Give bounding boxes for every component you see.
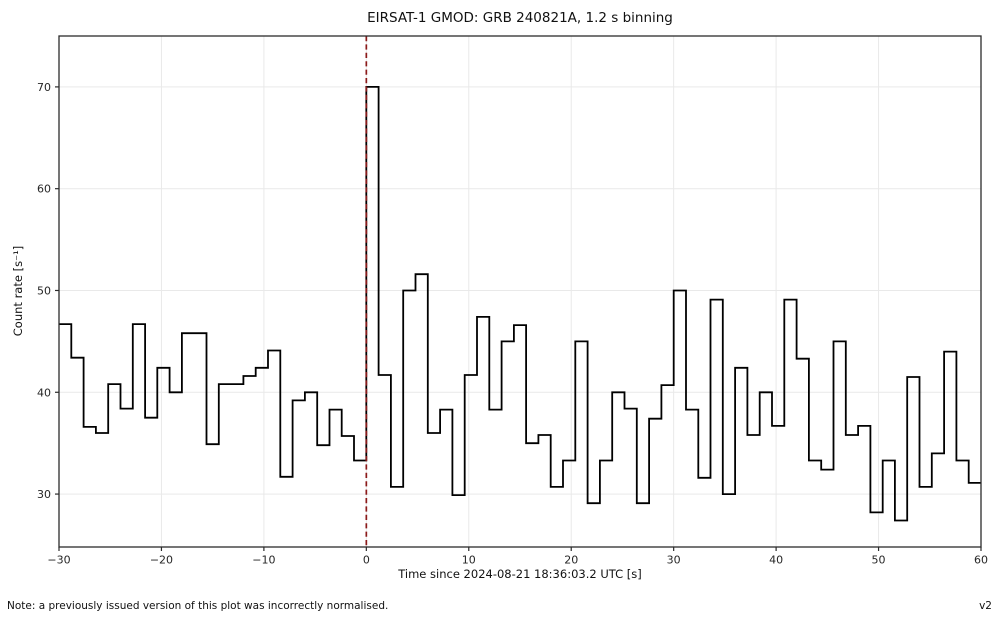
- y-tick-label: 30: [37, 488, 51, 501]
- x-tick-label: 10: [462, 554, 476, 567]
- x-tick-label: −10: [252, 554, 275, 567]
- version-tag: v2: [979, 600, 992, 612]
- x-tick-label: 40: [769, 554, 783, 567]
- y-axis-label: Count rate [s⁻¹]: [11, 245, 25, 337]
- x-tick-label: 0: [363, 554, 370, 567]
- x-tick-label: −20: [150, 554, 173, 567]
- y-tick-label: 70: [37, 81, 51, 94]
- y-tick-label: 60: [37, 183, 51, 196]
- x-tick-label: 60: [974, 554, 988, 567]
- x-tick-label: −30: [47, 554, 70, 567]
- axes-box: [58, 35, 982, 548]
- x-tick-label: 30: [667, 554, 681, 567]
- x-tick-label: 20: [564, 554, 578, 567]
- x-tick-label: 50: [872, 554, 886, 567]
- y-tick-label: 40: [37, 386, 51, 399]
- count-rate-step-line: [59, 86, 981, 522]
- x-axis-label: Time since 2024-08-21 18:36:03.2 UTC [s]: [398, 567, 642, 581]
- footer-note: Note: a previously issued version of thi…: [7, 600, 389, 612]
- plot-title: EIRSAT-1 GMOD: GRB 240821A, 1.2 s binnin…: [367, 10, 673, 26]
- y-tick-label: 50: [37, 284, 51, 297]
